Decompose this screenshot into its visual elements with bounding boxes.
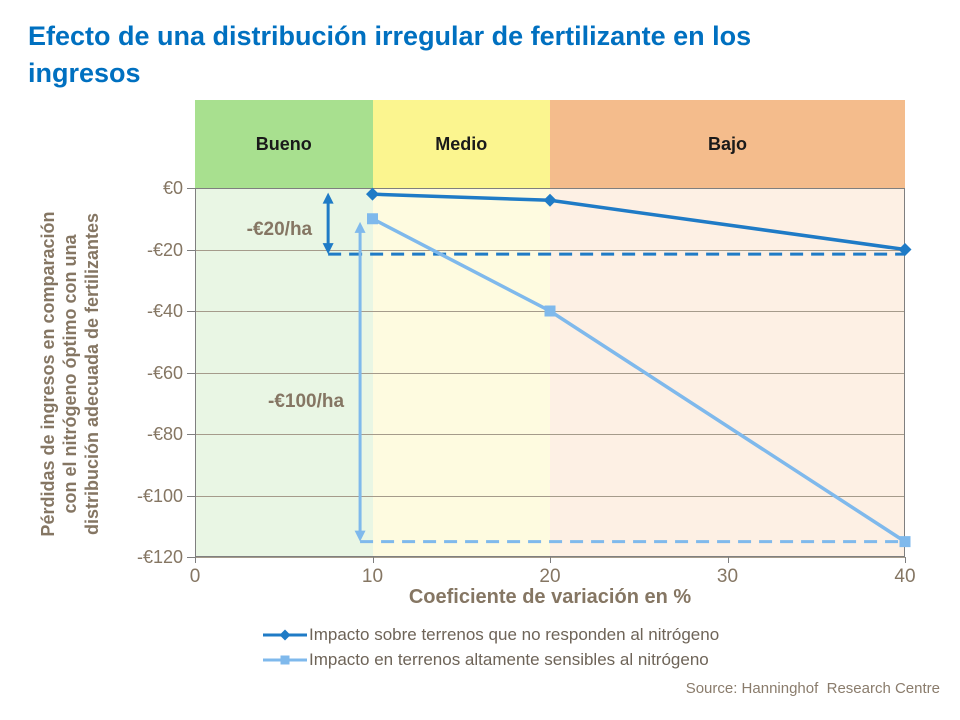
y-tick-label: -€100	[136, 485, 183, 506]
gridline	[195, 495, 905, 497]
y-tick-label: -€20	[146, 239, 183, 260]
gridline	[195, 372, 905, 374]
y-tick	[187, 434, 195, 435]
zone-band-bajo: Bajo	[550, 100, 905, 188]
gridline	[195, 249, 905, 251]
x-tick	[727, 557, 729, 563]
data-point-diamond	[898, 243, 912, 256]
y-tick	[187, 372, 195, 374]
x-tick-label: 0	[189, 566, 201, 587]
annotation-arrowhead-down-1	[354, 530, 366, 542]
annotation-label-1: -€100/ha	[268, 391, 345, 413]
annotation-label-0: -€20/ha	[246, 219, 313, 241]
y-tick	[187, 188, 195, 189]
y-tick-label: -€60	[146, 362, 183, 383]
data-point-square	[544, 305, 556, 317]
gridline	[195, 434, 905, 435]
series-svg	[322, 187, 912, 548]
series-line-1	[371, 217, 906, 544]
x-tick-label: 10	[361, 566, 384, 587]
data-point-diamond	[543, 193, 557, 207]
chart-plot-area: Bueno Medio Bajo €0 -€20 -€40 -€60 -€80 -€100 -€…	[137, 100, 916, 587]
x-tick	[195, 557, 196, 563]
x-tick	[905, 557, 906, 563]
legend-diamond-marker-icon	[263, 629, 307, 640]
x-tick-label: 40	[894, 566, 916, 587]
y-tick	[187, 311, 195, 312]
annotation-arrowhead-up-1	[354, 221, 366, 233]
y-tick-label: -€80	[146, 424, 183, 444]
series-line-0	[372, 192, 906, 252]
data-point-square	[367, 213, 378, 225]
zone-label: Bueno	[255, 133, 312, 154]
y-tick	[187, 495, 195, 497]
zone-label: Bajo	[707, 133, 747, 154]
x-tick-label: 30	[716, 566, 739, 587]
y-tick-label: €0	[162, 178, 183, 198]
legend-item-1: Impacto en terrenos altamente sensibles …	[263, 647, 719, 672]
zone-label: Medio	[435, 133, 488, 154]
chart-legend: Impacto sobre terrenos que no responden …	[263, 622, 719, 672]
y-tick	[187, 249, 195, 251]
x-tick-label: 20	[539, 566, 561, 587]
zone-band-bueno: Bueno	[195, 100, 373, 188]
legend-item-0: Impacto sobre terrenos que no responden …	[263, 622, 719, 647]
page-title: Efecto de una distribución irregular de …	[28, 21, 752, 88]
legend-label-1: Impacto en terrenos altamente sensibles …	[309, 649, 709, 669]
source-credit: Source: Hanninghof Research Centre	[685, 680, 940, 697]
annotation-arrowhead-up-0	[322, 192, 334, 204]
x-axis-title: Coeficiente de variación en %	[408, 586, 692, 608]
y-tick-label: -€120	[136, 547, 183, 567]
y-tick-label: -€40	[146, 301, 183, 321]
data-point-diamond	[366, 187, 379, 201]
legend-label-0: Impacto sobre terrenos que no responden …	[309, 624, 720, 644]
legend-square-marker-icon	[263, 655, 307, 664]
annotation-arrowhead-down-0	[322, 243, 334, 255]
y-tick	[187, 557, 195, 558]
zone-band-medio: Medio	[372, 100, 550, 188]
x-tick	[550, 557, 551, 563]
x-tick	[372, 557, 374, 563]
data-point-square	[899, 536, 911, 548]
